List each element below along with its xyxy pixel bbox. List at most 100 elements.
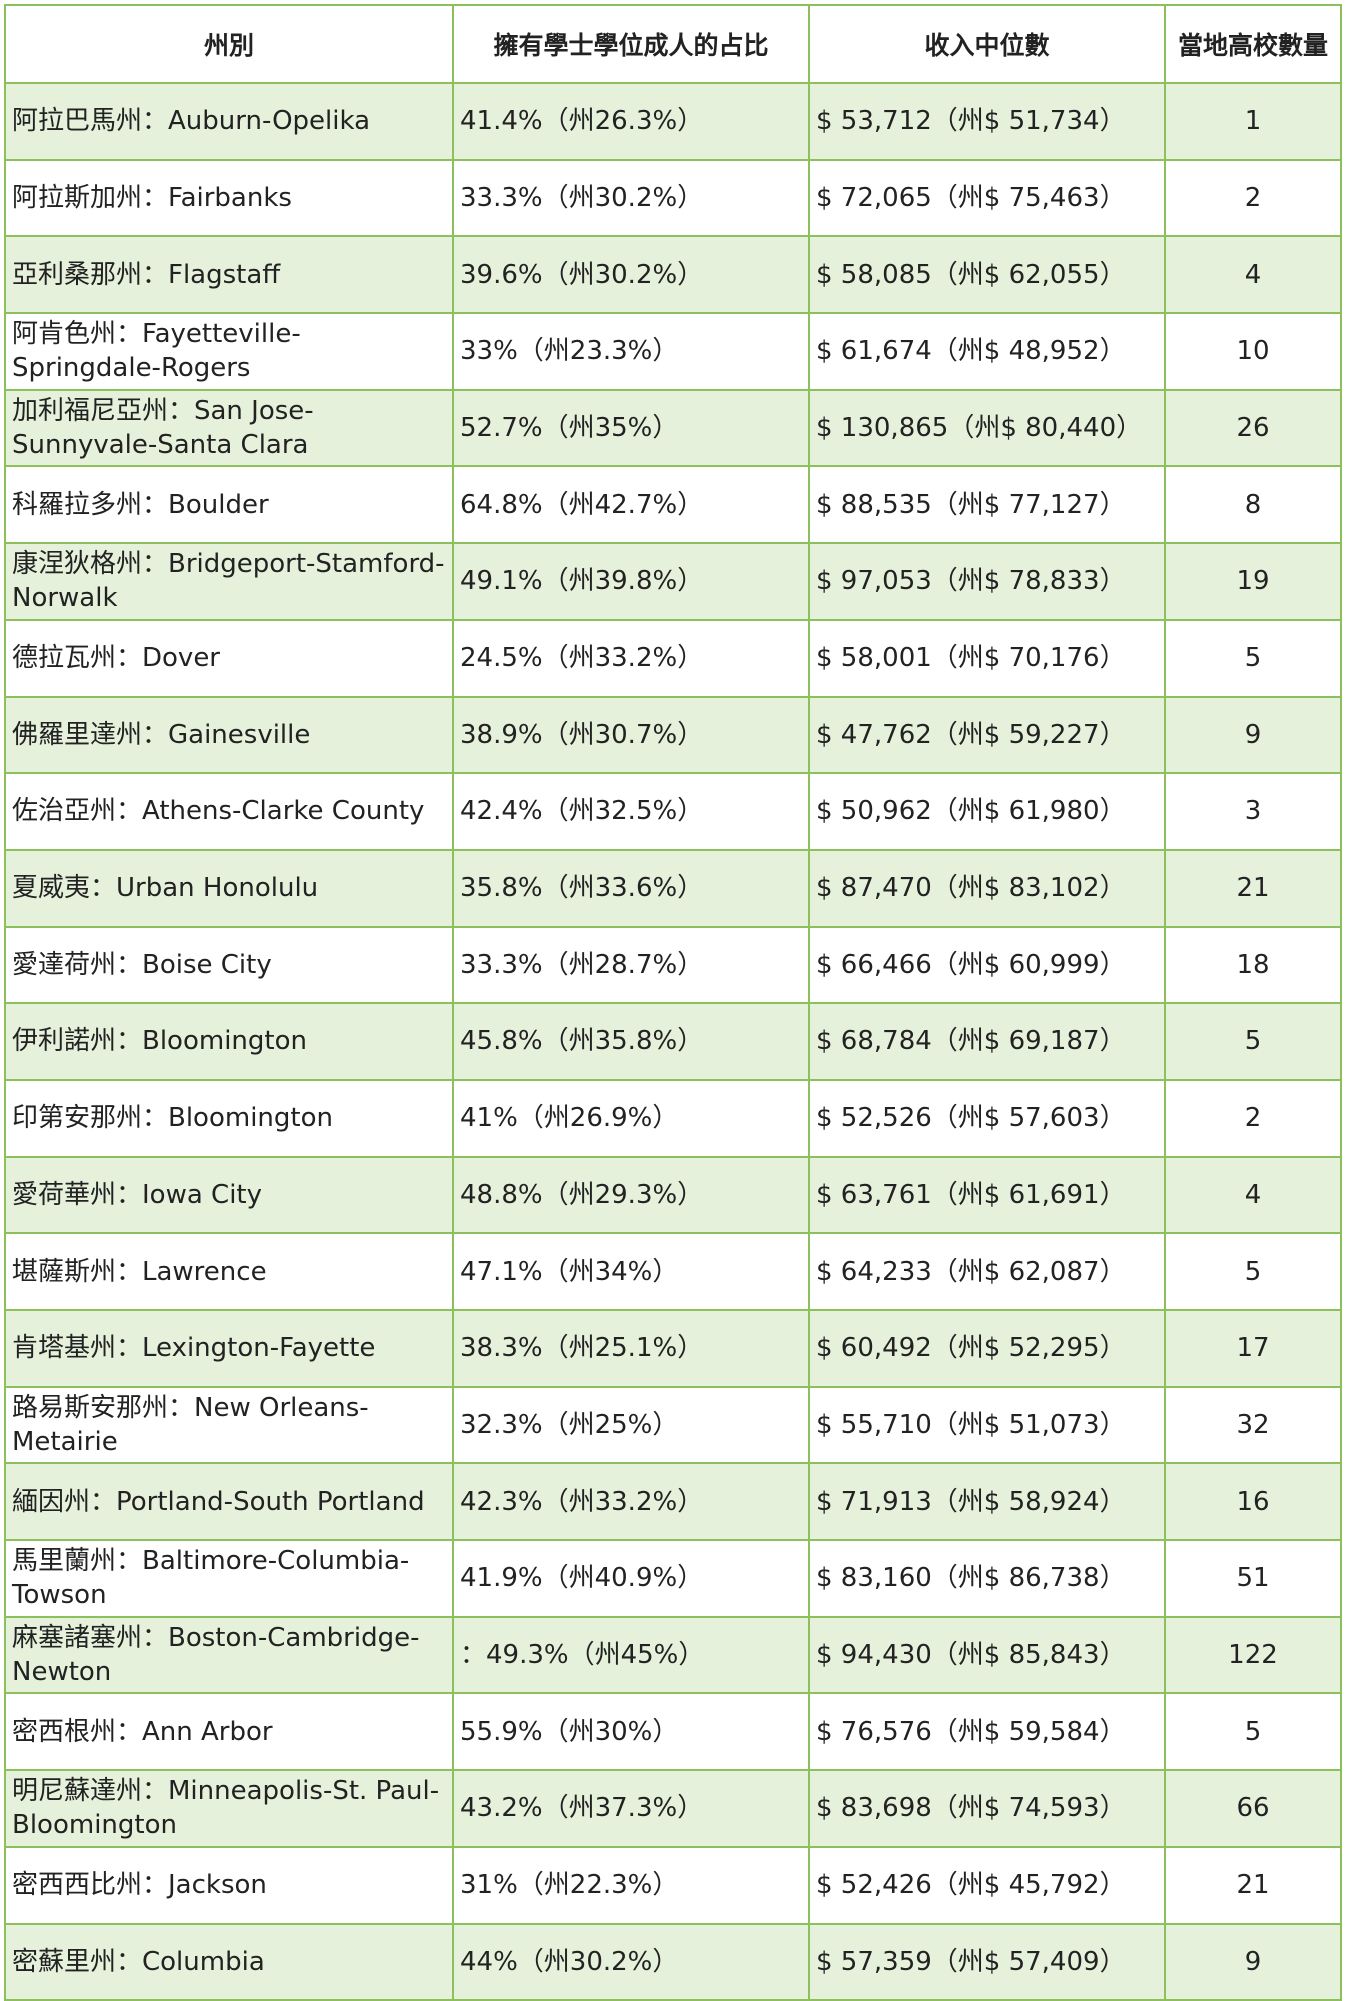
cell-state: 印第安那州：Bloomington — [4, 1078, 454, 1158]
cell-college-count: 26 — [1164, 388, 1342, 468]
cell-college-count: 8 — [1164, 465, 1342, 545]
header-row: 州別 擁有學士學位成人的占比 收入中位數 當地高校數量 — [4, 4, 1342, 84]
table-row: 康涅狄格州：Bridgeport-Stamford-Norwalk 49.1%（州… — [4, 542, 1342, 621]
cell-college-count: 9 — [1164, 1922, 1342, 2001]
cell-median-income: $ 130,865（州$ 80,440） — [808, 388, 1166, 468]
cell-median-income: $ 47,762（州$ 59,227） — [808, 695, 1166, 775]
cell-bachelor-share: ：49.3%（州45%） — [452, 1615, 810, 1695]
cell-bachelor-share: 38.3%（州25.1%） — [452, 1309, 810, 1388]
header-bachelor-share: 擁有學士學位成人的占比 — [452, 4, 810, 84]
header-median-income: 收入中位數 — [808, 4, 1166, 84]
cell-college-count: 3 — [1164, 772, 1342, 851]
cell-bachelor-share: 43.2%（州37.3%） — [452, 1769, 810, 1848]
cell-median-income: $ 71,913（州$ 58,924） — [808, 1462, 1166, 1542]
cell-median-income: $ 61,674（州$ 48,952） — [808, 312, 1166, 391]
table-row: 堪薩斯州：Lawrence 47.1%（州34%） $ 64,233（州$ 62,0… — [4, 1232, 1342, 1311]
cell-state: 佐治亞州：Athens-Clarke County — [4, 772, 454, 851]
cell-college-count: 1 — [1164, 82, 1342, 161]
cell-bachelor-share: 41%（州26.9%） — [452, 1078, 810, 1158]
cell-bachelor-share: 41.4%（州26.3%） — [452, 82, 810, 161]
table-row: 密西根州：Ann Arbor 55.9%（州30%） $ 76,576（州$ 59,… — [4, 1692, 1342, 1772]
table-row: 密西西比州：Jackson 31%（州22.3%） $ 52,426（州$ 45,7… — [4, 1845, 1342, 1925]
cell-college-count: 5 — [1164, 618, 1342, 698]
cell-bachelor-share: 31%（州22.3%） — [452, 1845, 810, 1925]
cell-state: 夏威夷：Urban Honolulu — [4, 848, 454, 928]
cell-median-income: $ 63,761（州$ 61,691） — [808, 1155, 1166, 1235]
table-row: 阿肯色州：Fayetteville-Springdale-Rogers 33%（州… — [4, 312, 1342, 391]
table-row: 阿拉巴馬州：Auburn-Opelika 41.4%（州26.3%） $ 53,71… — [4, 82, 1342, 161]
table-body: 阿拉巴馬州：Auburn-Opelika 41.4%（州26.3%） $ 53,71… — [4, 82, 1342, 2001]
table-row: 印第安那州：Bloomington 41%（州26.9%） $ 52,526（州$ … — [4, 1078, 1342, 1158]
cell-college-count: 32 — [1164, 1385, 1342, 1465]
data-table: 州別 擁有學士學位成人的占比 收入中位數 當地高校數量 阿拉巴馬州：Auburn… — [4, 4, 1342, 2001]
cell-state: 密西西比州：Jackson — [4, 1845, 454, 1925]
cell-state: 亞利桑那州：Flagstaff — [4, 235, 454, 315]
cell-bachelor-share: 52.7%（州35%） — [452, 388, 810, 468]
cell-bachelor-share: 41.9%（州40.9%） — [452, 1539, 810, 1618]
cell-state: 加利福尼亞州：San Jose-Sunnyvale-Santa Clara — [4, 388, 454, 468]
header-state: 州別 — [4, 4, 454, 84]
cell-college-count: 66 — [1164, 1769, 1342, 1848]
table-row: 愛荷華州：Iowa City 48.8%（州29.3%） $ 63,761（州$ 6… — [4, 1155, 1342, 1235]
cell-bachelor-share: 55.9%（州30%） — [452, 1692, 810, 1772]
cell-bachelor-share: 24.5%（州33.2%） — [452, 618, 810, 698]
cell-bachelor-share: 47.1%（州34%） — [452, 1232, 810, 1311]
cell-state: 愛荷華州：Iowa City — [4, 1155, 454, 1235]
cell-college-count: 9 — [1164, 695, 1342, 775]
cell-state: 佛羅里達州：Gainesville — [4, 695, 454, 775]
cell-median-income: $ 83,698（州$ 74,593） — [808, 1769, 1166, 1848]
cell-median-income: $ 87,470（州$ 83,102） — [808, 848, 1166, 928]
table-row: 科羅拉多州：Boulder 64.8%（州42.7%） $ 88,535（州$ 77… — [4, 465, 1342, 545]
cell-median-income: $ 66,466（州$ 60,999） — [808, 925, 1166, 1005]
cell-median-income: $ 58,085（州$ 62,055） — [808, 235, 1166, 315]
cell-bachelor-share: 48.8%（州29.3%） — [452, 1155, 810, 1235]
table-row: 肯塔基州：Lexington-Fayette 38.3%（州25.1%） $ 60,… — [4, 1309, 1342, 1388]
cell-college-count: 21 — [1164, 1845, 1342, 1925]
cell-bachelor-share: 42.4%（州32.5%） — [452, 772, 810, 851]
cell-bachelor-share: 64.8%（州42.7%） — [452, 465, 810, 545]
cell-bachelor-share: 38.9%（州30.7%） — [452, 695, 810, 775]
cell-median-income: $ 60,492（州$ 52,295） — [808, 1309, 1166, 1388]
cell-median-income: $ 88,535（州$ 77,127） — [808, 465, 1166, 545]
cell-state: 密蘇里州：Columbia — [4, 1922, 454, 2001]
cell-median-income: $ 58,001（州$ 70,176） — [808, 618, 1166, 698]
cell-college-count: 51 — [1164, 1539, 1342, 1618]
cell-state: 密西根州：Ann Arbor — [4, 1692, 454, 1772]
table-row: 密蘇里州：Columbia 44%（州30.2%） $ 57,359（州$ 57,4… — [4, 1922, 1342, 2001]
cell-median-income: $ 83,160（州$ 86,738） — [808, 1539, 1166, 1618]
cell-college-count: 21 — [1164, 848, 1342, 928]
cell-college-count: 2 — [1164, 158, 1342, 238]
cell-median-income: $ 94,430（州$ 85,843） — [808, 1615, 1166, 1695]
table-row: 麻塞諸塞州：Boston-Cambridge-Newton ：49.3%（州45%… — [4, 1615, 1342, 1695]
cell-college-count: 5 — [1164, 1232, 1342, 1311]
cell-bachelor-share: 44%（州30.2%） — [452, 1922, 810, 2001]
cell-college-count: 2 — [1164, 1078, 1342, 1158]
cell-bachelor-share: 49.1%（州39.8%） — [452, 542, 810, 621]
table-row: 亞利桑那州：Flagstaff 39.6%（州30.2%） $ 58,085（州$ … — [4, 235, 1342, 315]
cell-state: 肯塔基州：Lexington-Fayette — [4, 1309, 454, 1388]
cell-state: 阿拉巴馬州：Auburn-Opelika — [4, 82, 454, 161]
table-row: 德拉瓦州：Dover 24.5%（州33.2%） $ 58,001（州$ 70,17… — [4, 618, 1342, 698]
cell-median-income: $ 52,526（州$ 57,603） — [808, 1078, 1166, 1158]
cell-college-count: 5 — [1164, 1692, 1342, 1772]
cell-median-income: $ 50,962（州$ 61,980） — [808, 772, 1166, 851]
header-college-count: 當地高校數量 — [1164, 4, 1342, 84]
cell-bachelor-share: 32.3%（州25%） — [452, 1385, 810, 1465]
table-row: 伊利諾州：Bloomington 45.8%（州35.8%） $ 68,784（州$… — [4, 1002, 1342, 1081]
cell-median-income: $ 53,712（州$ 51,734） — [808, 82, 1166, 161]
cell-median-income: $ 68,784（州$ 69,187） — [808, 1002, 1166, 1081]
table-row: 佐治亞州：Athens-Clarke County 42.4%（州32.5%） $ … — [4, 772, 1342, 851]
cell-college-count: 4 — [1164, 1155, 1342, 1235]
cell-state: 愛達荷州：Boise City — [4, 925, 454, 1005]
table-row: 愛達荷州：Boise City 33.3%（州28.7%） $ 66,466（州$ … — [4, 925, 1342, 1005]
cell-median-income: $ 76,576（州$ 59,584） — [808, 1692, 1166, 1772]
cell-state: 明尼蘇達州：Minneapolis-St. Paul-Bloomington — [4, 1769, 454, 1848]
cell-median-income: $ 52,426（州$ 45,792） — [808, 1845, 1166, 1925]
cell-state: 科羅拉多州：Boulder — [4, 465, 454, 545]
cell-college-count: 4 — [1164, 235, 1342, 315]
cell-state: 馬里蘭州：Baltimore-Columbia-Towson — [4, 1539, 454, 1618]
cell-median-income: $ 57,359（州$ 57,409） — [808, 1922, 1166, 2001]
cell-college-count: 5 — [1164, 1002, 1342, 1081]
cell-state: 伊利諾州：Bloomington — [4, 1002, 454, 1081]
cell-bachelor-share: 42.3%（州33.2%） — [452, 1462, 810, 1542]
